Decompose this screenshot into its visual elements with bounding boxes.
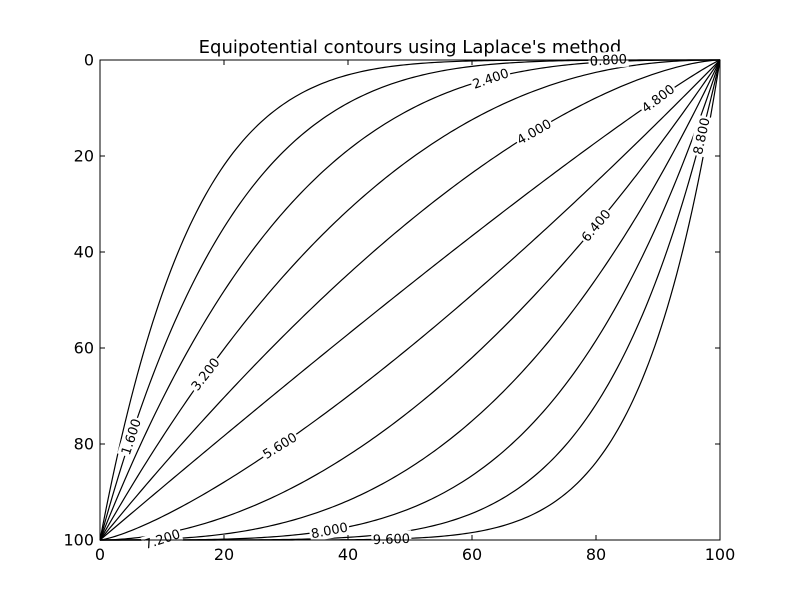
contour-label-background [140, 525, 184, 553]
x-tick-label: 0 [95, 545, 105, 564]
y-tick-label: 60 [74, 339, 94, 358]
contour-line [99, 59, 721, 541]
y-tick-label: 80 [74, 435, 94, 454]
x-tick-label: 80 [586, 545, 606, 564]
y-tick-label: 20 [74, 147, 94, 166]
x-tick-label: 20 [214, 545, 234, 564]
x-tick-label: 40 [338, 545, 358, 564]
y-tick-label: 100 [63, 531, 94, 550]
contour-line [100, 59, 721, 541]
contour-label-background [512, 114, 556, 149]
contour-label-background [469, 64, 513, 93]
chart-title: Equipotential contours using Laplace's m… [199, 37, 622, 58]
contour-label-background [577, 205, 615, 246]
contour-line [99, 59, 721, 541]
contour-label-background [308, 518, 351, 543]
contour-line [99, 59, 721, 541]
contour-label-background [371, 530, 412, 548]
contour-label-background [637, 80, 679, 117]
contour-label-background [186, 353, 225, 395]
x-tick-label: 60 [462, 545, 482, 564]
contour-label-background [258, 428, 302, 464]
contour-label-background [117, 415, 145, 459]
contour-label: 0.800 [589, 52, 627, 70]
plot-frame [99, 59, 721, 541]
contour-line [99, 59, 721, 541]
y-tick-label: 40 [74, 243, 94, 262]
y-tick-label: 0 [84, 51, 94, 70]
contour-label: 8.000 [310, 520, 349, 542]
contour-label-background [689, 114, 714, 158]
x-tick-label: 100 [705, 545, 736, 564]
